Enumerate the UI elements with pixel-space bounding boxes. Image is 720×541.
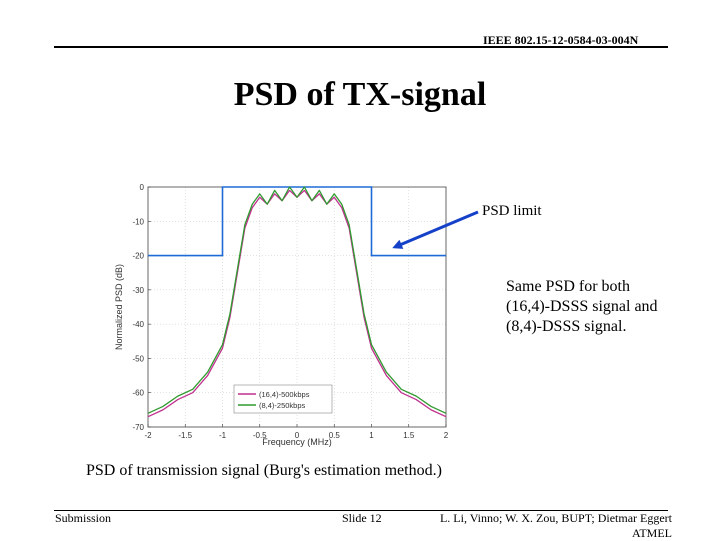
header-rule (54, 46, 668, 48)
footer-authors-line: L. Li, Vinno; W. X. Zou, BUPT; Dietmar E… (439, 511, 672, 525)
y-tick-label: -60 (132, 389, 144, 398)
footer-affiliation: ATMEL (632, 526, 672, 540)
x-tick-label: 2 (444, 431, 449, 440)
legend-entry: (16,4)-500kbps (259, 390, 310, 399)
psd-limit-label: PSD limit (482, 203, 542, 219)
chart-legend: (16,4)-500kbps (8,4)-250kbps (233, 384, 333, 414)
legend-box (233, 384, 333, 414)
document-id: IEEE 802.15-12-0584-03-004N (483, 33, 639, 47)
footer-rule (54, 510, 668, 511)
x-tick-label: 1.5 (403, 431, 415, 440)
footer-authors: L. Li, Vinno; W. X. Zou, BUPT; Dietmar E… (420, 511, 672, 541)
y-tick-label: -70 (132, 423, 144, 432)
x-tick-label: 0.5 (329, 431, 341, 440)
y-tick-label: 0 (140, 183, 145, 192)
note-line: (8,4)-DSSS signal. (506, 318, 627, 335)
y-tick-label: -40 (132, 320, 144, 329)
y-axis-label: Normalized PSD (dB) (114, 264, 124, 350)
x-tick-label: -1.5 (178, 431, 192, 440)
footer-submission: Submission (55, 511, 112, 525)
slide-title: PSD of TX-signal (233, 76, 487, 113)
legend-entry: (8,4)-250kbps (259, 401, 306, 410)
psd-chart: -2 -1.5 -1 -0.5 0 0.5 1 1.5 2 0 -10 -20 -30 -40 -50 -60… (114, 183, 449, 447)
y-tick-label: -10 (132, 217, 144, 226)
x-tick-label: -0.5 (253, 431, 267, 440)
series-layer (147, 186, 447, 418)
note-line: Same PSD for both (506, 278, 630, 295)
x-tick-label: 1 (369, 431, 374, 440)
x-tick-label: -2 (144, 431, 152, 440)
series-line-2 (147, 186, 447, 414)
y-tick-label: -30 (132, 286, 144, 295)
psd-limit-layer (148, 186, 446, 257)
same-psd-note: Same PSD for both (16,4)-DSSS signal and… (506, 277, 706, 337)
y-tick-label: -50 (132, 354, 144, 363)
y-tick-label: -20 (132, 252, 144, 261)
x-axis-label: Frequency (MHz) (262, 437, 332, 447)
footer-slide-number: Slide 12 (342, 511, 382, 525)
x-tick-label: 0 (295, 431, 300, 440)
note-line: (16,4)-DSSS signal and (506, 298, 658, 315)
figure-caption: PSD of transmission signal (Burg's estim… (86, 462, 442, 479)
x-tick-label: -1 (219, 431, 227, 440)
psd-limit-line (148, 186, 446, 257)
